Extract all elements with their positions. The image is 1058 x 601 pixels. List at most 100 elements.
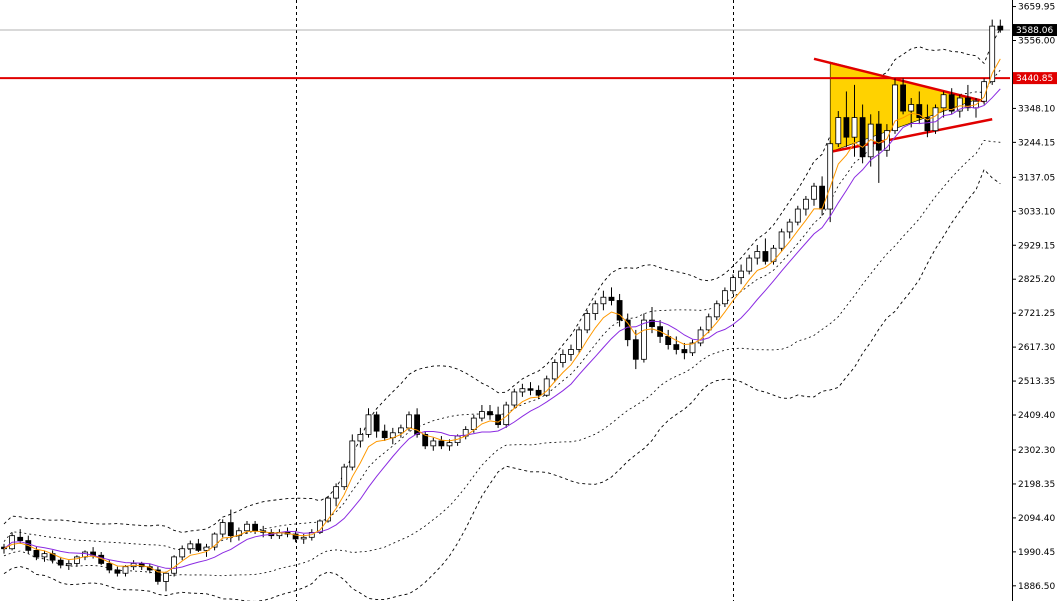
bearish-candle: [948, 94, 955, 112]
bullish-candle: [908, 104, 915, 112]
bearish-candle: [916, 104, 923, 118]
bearish-candle: [381, 430, 388, 439]
triangle-lower-trendline: [829, 117, 993, 154]
bearish-candle: [438, 440, 445, 447]
bullish-candle: [803, 198, 809, 210]
price-tick-label: 2198.35: [1018, 480, 1055, 490]
bearish-candle: [965, 97, 971, 109]
bearish-candle: [57, 559, 64, 566]
bearish-candle: [227, 522, 234, 537]
bullish-candle: [543, 378, 550, 396]
bullish-candle: [811, 185, 817, 200]
bearish-candle: [900, 84, 906, 112]
bullish-candle: [187, 543, 194, 550]
bullish-candle: [333, 486, 340, 499]
bullish-candle: [325, 497, 331, 522]
bullish-candle: [163, 572, 169, 582]
bullish-candle: [989, 25, 996, 83]
inner-upper-band: [3, 69, 1001, 551]
bullish-candle: [956, 97, 963, 112]
bullish-candle: [592, 303, 599, 314]
bullish-candle: [551, 362, 558, 380]
bearish-candle: [616, 300, 623, 321]
bullish-candle: [211, 533, 218, 548]
bullish-candle: [754, 251, 761, 259]
bearish-candle: [665, 336, 672, 345]
bearish-candle: [875, 123, 882, 151]
price-tick-label: 3659.95: [1018, 3, 1055, 13]
bullish-candle: [786, 221, 793, 233]
bearish-candle: [624, 319, 631, 341]
price-tick-label: 1990.45: [1018, 548, 1055, 558]
triangle-upper-trendline: [813, 57, 985, 103]
bollinger-upper-band: [3, 28, 1001, 533]
bearish-candle: [608, 296, 615, 301]
price-tick-label: 2409.40: [1018, 411, 1055, 421]
bullish-candle: [835, 117, 842, 145]
price-tick-label: 3348.10: [1018, 104, 1055, 114]
bullish-candle: [365, 414, 372, 435]
bearish-candle: [673, 344, 680, 350]
price-tick-label: 1886.50: [1018, 582, 1055, 592]
moving-average-fast: [3, 58, 1001, 573]
bullish-candle: [746, 257, 753, 272]
bullish-candle: [576, 329, 582, 350]
bullish-candle: [697, 329, 704, 344]
price-tick-label: 2094.40: [1018, 514, 1055, 524]
bullish-candle: [713, 303, 720, 318]
bearish-candle: [292, 533, 299, 540]
bullish-candle: [203, 546, 210, 551]
bullish-candle: [641, 319, 647, 360]
bullish-candle: [981, 81, 987, 102]
bearish-candle: [527, 388, 534, 391]
price-tick-label: 3137.05: [1018, 173, 1055, 183]
bullish-candle: [778, 231, 785, 249]
price-tick-label: 2929.15: [1018, 241, 1055, 251]
bullish-candle: [430, 440, 437, 447]
bullish-candle: [470, 417, 477, 430]
bearish-candle: [154, 569, 161, 582]
bearish-candle: [649, 319, 655, 328]
bullish-candle: [219, 522, 226, 535]
bullish-candle: [41, 553, 48, 558]
bullish-candle: [560, 353, 566, 363]
current-price-badge: [1013, 24, 1057, 37]
price-tick-label: 2302.30: [1018, 446, 1055, 456]
price-tick-label: 2825.20: [1018, 275, 1055, 285]
bullish-candle: [235, 530, 242, 537]
bullish-candle: [722, 290, 728, 305]
bullish-candle: [357, 434, 364, 442]
bullish-candle: [851, 117, 858, 138]
resistance-price-badge: [1013, 72, 1057, 85]
bullish-candle: [794, 208, 801, 223]
price-tick-label: 2721.25: [1018, 309, 1055, 319]
bearish-candle: [114, 569, 121, 574]
price-tick-label: 2617.30: [1018, 343, 1055, 353]
bearish-candle: [762, 251, 769, 262]
bullish-candle: [600, 296, 607, 305]
bullish-candle: [705, 316, 712, 331]
bullish-candle: [478, 411, 485, 419]
bullish-candle: [584, 313, 591, 331]
bullish-candle: [406, 414, 412, 429]
bearish-candle: [487, 411, 493, 416]
bullish-candle: [738, 270, 744, 279]
inner-lower-band: [3, 139, 1001, 577]
bullish-candle: [519, 388, 526, 393]
bullish-candle: [730, 277, 736, 292]
price-tick-label: 3244.15: [1018, 138, 1055, 148]
bearish-candle: [252, 523, 259, 532]
bearish-candle: [495, 414, 502, 426]
bollinger-lower-band: [3, 168, 1001, 601]
bullish-candle: [892, 84, 898, 132]
bullish-candle: [568, 349, 574, 355]
bullish-candle: [511, 391, 518, 406]
bearish-candle: [535, 389, 542, 396]
bearish-candle: [33, 549, 40, 558]
bullish-candle: [65, 563, 72, 566]
bullish-candle: [503, 404, 510, 426]
bullish-candle: [300, 536, 307, 540]
bearish-candle: [859, 117, 866, 158]
